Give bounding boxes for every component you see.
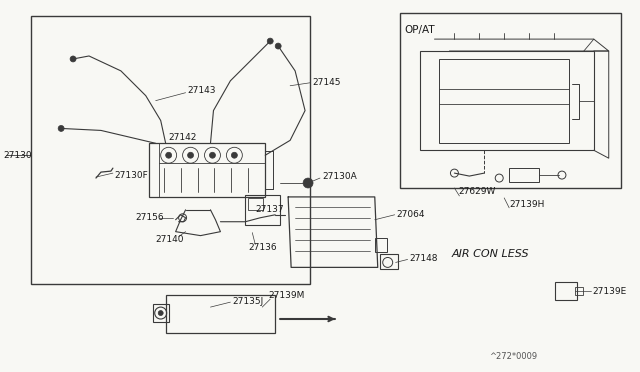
Circle shape (303, 178, 313, 188)
Text: 27130: 27130 (3, 151, 32, 160)
Text: 27139M: 27139M (268, 291, 305, 300)
Text: AIR CON LESS: AIR CON LESS (451, 250, 529, 260)
Circle shape (188, 152, 193, 158)
Text: 27139H: 27139H (509, 201, 545, 209)
Bar (555, 282, 577, 300)
Text: 27136: 27136 (248, 243, 277, 252)
Bar (575, 287, 583, 295)
Bar (248, 198, 263, 210)
Circle shape (58, 125, 64, 131)
Bar (420, 51, 594, 150)
Circle shape (158, 311, 163, 315)
Circle shape (232, 152, 237, 158)
Bar (375, 238, 387, 253)
Text: 27135J: 27135J (232, 296, 264, 306)
Bar (399, 13, 621, 188)
Circle shape (275, 43, 281, 49)
Text: 27137: 27137 (255, 205, 284, 214)
Text: 27130F: 27130F (114, 171, 148, 180)
Text: 27139E: 27139E (593, 287, 627, 296)
Text: 27130A: 27130A (322, 171, 356, 180)
Circle shape (166, 152, 172, 158)
Text: ^272*0009: ^272*0009 (489, 352, 538, 361)
Circle shape (268, 38, 273, 44)
Bar (166, 295, 275, 333)
Text: 27156: 27156 (136, 213, 164, 222)
Text: 27142: 27142 (169, 133, 197, 142)
Bar (380, 254, 397, 269)
Bar (153, 304, 169, 322)
Text: 27140: 27140 (156, 235, 184, 244)
Circle shape (209, 152, 216, 158)
Bar (148, 143, 265, 197)
Bar (245, 195, 280, 225)
Text: 27143: 27143 (188, 86, 216, 95)
Text: 27148: 27148 (410, 254, 438, 263)
Circle shape (70, 56, 76, 62)
Text: 27064: 27064 (397, 210, 425, 219)
Bar (440, 59, 569, 143)
Bar (509, 168, 539, 182)
Text: 27629W: 27629W (458, 187, 496, 196)
Text: OP/AT: OP/AT (404, 25, 435, 35)
Text: 27145: 27145 (312, 78, 340, 87)
Bar (31, 16, 310, 284)
